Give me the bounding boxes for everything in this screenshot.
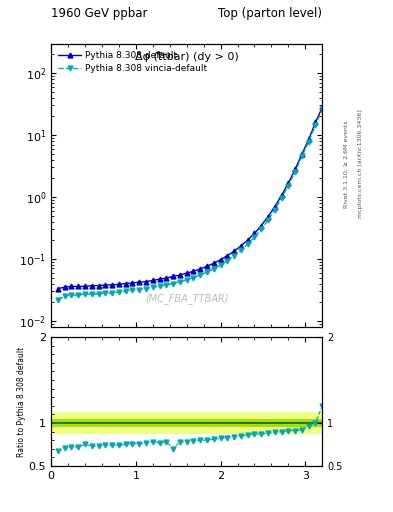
Pythia 8.308 vincia-default: [164, 282, 169, 288]
Pythia 8.308 default: [76, 283, 81, 289]
Pythia 8.308 vincia-default: [293, 168, 298, 175]
Pythia 8.308 vincia-default: [137, 287, 141, 293]
Pythia 8.308 vincia-default: [117, 289, 121, 295]
Pythia 8.308 default: [171, 273, 175, 280]
Pythia 8.308 vincia-default: [96, 291, 101, 297]
Pythia 8.308 vincia-default: [191, 274, 196, 281]
Pythia 8.308 vincia-default: [279, 195, 284, 201]
Pythia 8.308 default: [178, 272, 182, 278]
Pythia 8.308 default: [90, 283, 94, 289]
Pythia 8.308 default: [130, 280, 135, 286]
Pythia 8.308 default: [252, 230, 257, 237]
Pythia 8.308 vincia-default: [232, 253, 237, 259]
Pythia 8.308 default: [313, 119, 318, 125]
Y-axis label: Ratio to Pythia 8.308 default: Ratio to Pythia 8.308 default: [17, 347, 26, 457]
Pythia 8.308 vincia-default: [286, 183, 291, 189]
Pythia 8.308 vincia-default: [313, 122, 318, 128]
Bar: [51, 412, 322, 434]
Pythia 8.308 default: [117, 281, 121, 287]
Pythia 8.308 vincia-default: [320, 106, 325, 112]
Text: Δφ (t̅tbar) (dy > 0): Δφ (t̅tbar) (dy > 0): [135, 52, 239, 62]
Pythia 8.308 vincia-default: [272, 207, 277, 213]
Text: Top (parton level): Top (parton level): [218, 8, 322, 20]
Pythia 8.308 default: [83, 283, 87, 289]
Pythia 8.308 vincia-default: [259, 226, 264, 232]
Pythia 8.308 default: [184, 270, 189, 276]
Pythia 8.308 vincia-default: [151, 284, 155, 290]
Pythia 8.308 default: [198, 266, 203, 272]
Pythia 8.308 vincia-default: [76, 292, 81, 298]
Pythia 8.308 vincia-default: [130, 287, 135, 293]
Pythia 8.308 vincia-default: [252, 234, 257, 240]
Pythia 8.308 default: [211, 260, 216, 266]
Pythia 8.308 vincia-default: [90, 291, 94, 297]
Pythia 8.308 default: [272, 203, 277, 209]
Pythia 8.308 vincia-default: [245, 241, 250, 247]
Pythia 8.308 default: [164, 275, 169, 281]
Pythia 8.308 vincia-default: [299, 154, 304, 160]
Pythia 8.308 default: [205, 263, 209, 269]
Text: (MC_FBA_TTBAR): (MC_FBA_TTBAR): [145, 293, 228, 304]
Pythia 8.308 vincia-default: [69, 292, 74, 298]
Pythia 8.308 default: [266, 214, 270, 220]
Pythia 8.308 default: [225, 252, 230, 259]
Pythia 8.308 default: [218, 257, 223, 263]
Pythia 8.308 vincia-default: [55, 296, 60, 303]
Pythia 8.308 vincia-default: [103, 290, 108, 296]
Pythia 8.308 default: [307, 136, 311, 142]
Pythia 8.308 default: [239, 243, 243, 249]
Pythia 8.308 default: [55, 286, 60, 292]
Pythia 8.308 default: [137, 279, 141, 285]
Pythia 8.308 vincia-default: [198, 272, 203, 278]
Pythia 8.308 vincia-default: [211, 266, 216, 272]
Pythia 8.308 default: [103, 282, 108, 288]
Pythia 8.308 default: [151, 278, 155, 284]
Pythia 8.308 default: [157, 276, 162, 282]
Pythia 8.308 vincia-default: [144, 286, 149, 292]
Text: Rivet 3.1.10; ≥ 2.6M events: Rivet 3.1.10; ≥ 2.6M events: [344, 120, 349, 208]
Pythia 8.308 vincia-default: [62, 293, 67, 299]
Pythia 8.308 default: [69, 283, 74, 289]
Pythia 8.308 vincia-default: [110, 290, 114, 296]
Pythia 8.308 vincia-default: [205, 269, 209, 275]
Pythia 8.308 vincia-default: [171, 281, 175, 287]
Pythia 8.308 default: [191, 268, 196, 274]
Pythia 8.308 default: [293, 166, 298, 173]
Pythia 8.308 default: [62, 284, 67, 290]
Pythia 8.308 vincia-default: [123, 288, 128, 294]
Pythia 8.308 default: [286, 180, 291, 186]
Pythia 8.308 vincia-default: [178, 279, 182, 285]
Pythia 8.308 default: [279, 193, 284, 199]
Text: 1960 GeV ppbar: 1960 GeV ppbar: [51, 8, 148, 20]
Text: mcplots.cern.ch [arXiv:1306.3436]: mcplots.cern.ch [arXiv:1306.3436]: [358, 110, 363, 218]
Pythia 8.308 default: [245, 237, 250, 243]
Pythia 8.308 default: [144, 279, 149, 285]
Pythia 8.308 vincia-default: [239, 247, 243, 253]
Pythia 8.308 default: [320, 104, 325, 111]
Pythia 8.308 vincia-default: [225, 258, 230, 264]
Pythia 8.308 vincia-default: [83, 291, 87, 297]
Pythia 8.308 default: [232, 248, 237, 254]
Line: Pythia 8.308 default: Pythia 8.308 default: [55, 105, 325, 291]
Pythia 8.308 vincia-default: [157, 283, 162, 289]
Pythia 8.308 default: [96, 283, 101, 289]
Pythia 8.308 default: [123, 281, 128, 287]
Pythia 8.308 vincia-default: [307, 139, 311, 145]
Line: Pythia 8.308 vincia-default: Pythia 8.308 vincia-default: [55, 107, 325, 302]
Pythia 8.308 default: [299, 151, 304, 157]
Pythia 8.308 default: [110, 282, 114, 288]
Pythia 8.308 default: [259, 223, 264, 229]
Pythia 8.308 vincia-default: [218, 262, 223, 268]
Bar: [51, 419, 322, 428]
Legend: Pythia 8.308 default, Pythia 8.308 vincia-default: Pythia 8.308 default, Pythia 8.308 vinci…: [55, 48, 210, 76]
Pythia 8.308 vincia-default: [184, 276, 189, 283]
Pythia 8.308 vincia-default: [266, 217, 270, 223]
